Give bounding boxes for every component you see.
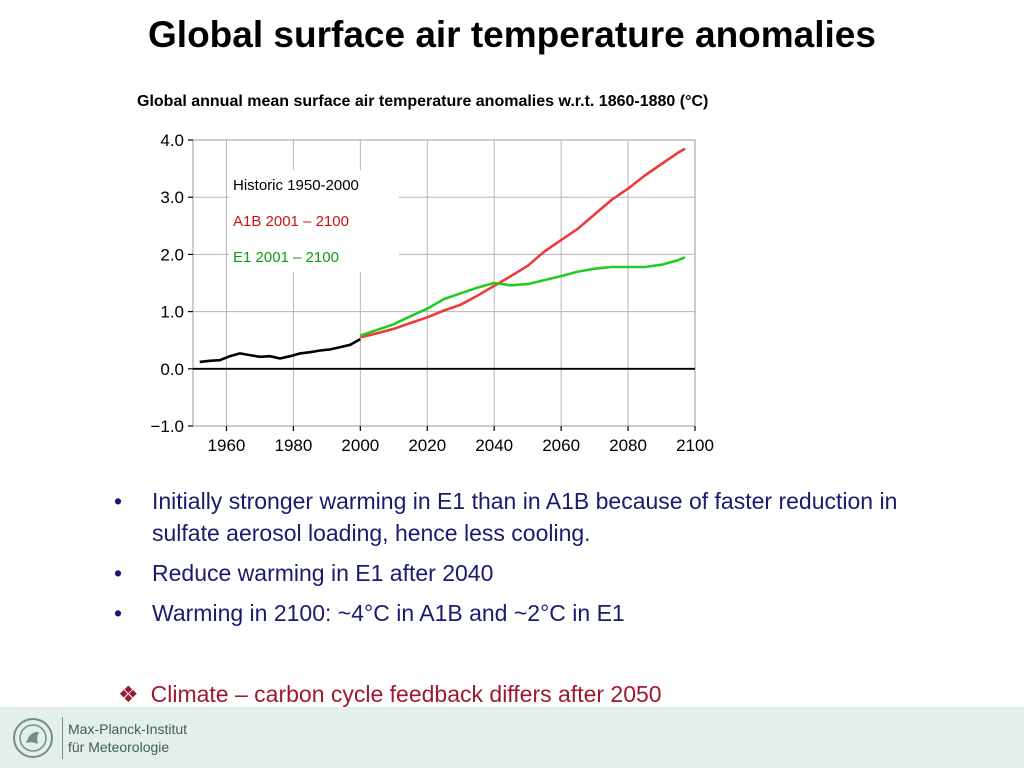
x-tick-label: 1960 (208, 436, 246, 455)
institute-name-line2: für Meteorologie (68, 739, 170, 755)
series-line-0 (199, 337, 361, 364)
y-tick-label: 3.0 (160, 188, 184, 207)
x-tick-label: 2100 (676, 436, 714, 455)
institute-name-line1: Max-Planck-Institut (68, 721, 188, 737)
x-tick-label: 2020 (408, 436, 446, 455)
y-tick-label: 0.0 (160, 360, 184, 379)
bullet-list: • Initially stronger warming in E1 than i… (112, 485, 962, 637)
y-tick-label: −1.0 (150, 417, 184, 436)
y-tick-label: 2.0 (160, 245, 184, 264)
legend-entry: E1 2001 – 2100 (233, 249, 339, 266)
legend-entry: A1B 2001 – 2100 (233, 213, 349, 230)
highlight-statement: ❖ Climate – carbon cycle feedback differs… (118, 681, 662, 708)
logo-divider (62, 717, 63, 759)
slide-title: Global surface air temperature anomalies (148, 14, 876, 55)
y-tick-label: 1.0 (160, 303, 184, 322)
chart-title: Global annual mean surface air temperatu… (137, 93, 709, 110)
temperature-chart: −1.0 0.0 1.0 2.0 3.0 4.0 1960 1980 2000 2020 2040 2… (150, 131, 714, 455)
legend-box (229, 170, 399, 272)
diamond-bullet-icon: ❖ (118, 681, 139, 707)
x-tick-label: 1980 (274, 436, 312, 455)
x-tick-label: 2080 (609, 436, 647, 455)
series-line-2 (359, 256, 686, 337)
legend-entry: Historic 1950-2000 (233, 177, 359, 194)
footer: Max-Planck-Institut für Meteorologie (0, 707, 1024, 768)
bullet-item: • Warming in 2100: ~4°C in A1B and ~2°C i… (114, 600, 625, 626)
y-tick-label: 4.0 (160, 131, 184, 150)
bullet-text: Reduce warming in E1 after 2040 (152, 560, 494, 586)
series-line-1 (359, 147, 686, 339)
bullet-item: • Reduce warming in E1 after 2040 (114, 560, 494, 586)
bullet-text: Warming in 2100: ~4°C in A1B and ~2°C in… (152, 600, 625, 626)
institute-name: Max-Planck-Institut für Meteorologie (68, 720, 187, 756)
bullet-text: Initially stronger warming in E1 than in… (152, 488, 898, 546)
bullet-item: • Initially stronger warming in E1 than i… (114, 488, 898, 546)
x-tick-label: 2060 (542, 436, 580, 455)
highlight-text: Climate – carbon cycle feedback differs … (150, 681, 662, 707)
minerva-logo-icon (13, 718, 53, 758)
x-tick-label: 2040 (475, 436, 513, 455)
x-tick-label: 2000 (341, 436, 379, 455)
